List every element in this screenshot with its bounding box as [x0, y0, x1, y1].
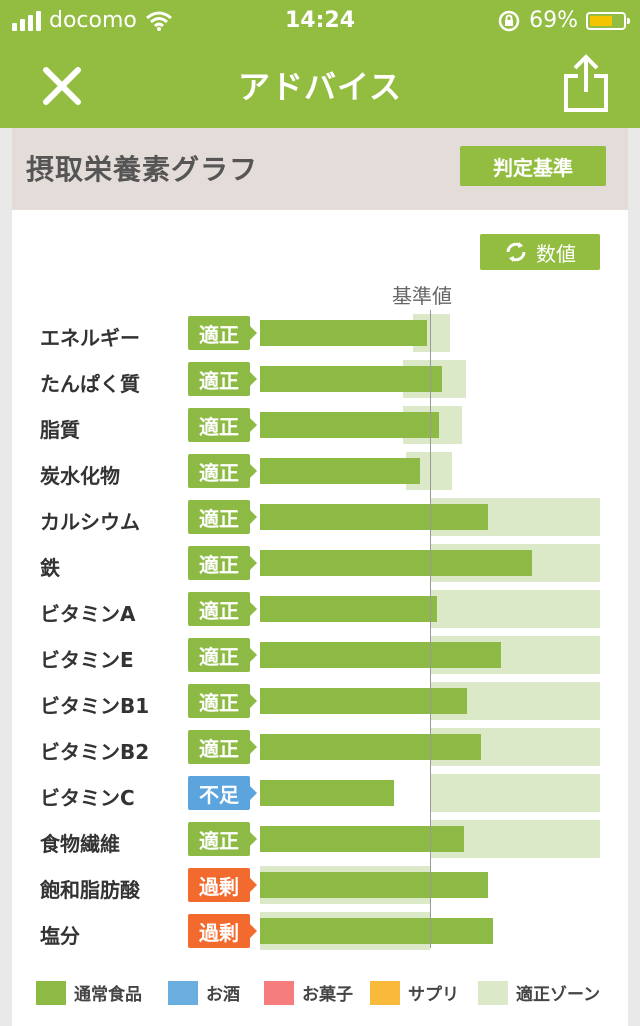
nutrient-label: 塩分: [40, 924, 80, 948]
status-badge: 適正: [188, 454, 257, 488]
optimal-zone: [430, 774, 600, 812]
nutrient-label: ビタミンE: [40, 648, 134, 672]
nutrient-label: ビタミンB2: [40, 740, 150, 764]
nav-bar: アドバイス: [0, 40, 640, 128]
carrier-name: docomo: [49, 8, 137, 33]
nutrient-label: 食物繊維: [40, 832, 120, 856]
nutrient-row: 飽和脂肪酸 過剰: [0, 866, 640, 912]
card-title: 摂取栄養素グラフ: [26, 153, 259, 186]
legend-item: 適正ゾーン: [478, 980, 600, 1005]
nutrient-row: ビタミンC 不足: [0, 774, 640, 820]
intake-bar: [260, 458, 420, 484]
legend-item: お酒: [168, 980, 240, 1005]
status-badge: 適正: [188, 822, 257, 856]
share-icon[interactable]: [560, 54, 612, 114]
status-badge: 過剰: [188, 914, 257, 948]
nutrient-row: 塩分 過剰: [0, 912, 640, 958]
refresh-icon: [506, 242, 526, 262]
intake-bar: [260, 734, 481, 760]
legend-item: 通常食品: [36, 980, 142, 1005]
legend-label: サプリ: [408, 985, 459, 1005]
legend-label: 通常食品: [74, 985, 142, 1005]
intake-bar: [260, 504, 488, 530]
nutrient-label: ビタミンB1: [40, 694, 150, 718]
close-icon[interactable]: [40, 64, 84, 108]
nutrient-row: ビタミンB1 適正: [0, 682, 640, 728]
legend-swatch: [370, 980, 400, 1005]
nutrient-row: 炭水化物 適正: [0, 452, 640, 498]
nutrient-label: カルシウム: [40, 510, 140, 534]
status-badge: 適正: [188, 408, 257, 442]
nutrient-label: 飽和脂肪酸: [40, 878, 140, 902]
status-badge: 適正: [188, 592, 257, 626]
intake-bar: [260, 872, 488, 898]
nutrient-row: ビタミンB2 適正: [0, 728, 640, 774]
values-button[interactable]: 数値: [480, 234, 600, 270]
nutrient-row: 食物繊維 適正: [0, 820, 640, 866]
intake-bar: [260, 918, 493, 944]
intake-bar: [260, 826, 464, 852]
status-badge: 適正: [188, 316, 257, 350]
nutrient-label: 脂質: [40, 418, 80, 442]
status-badge: 適正: [188, 638, 257, 672]
status-badge: 不足: [188, 776, 257, 810]
nutrient-label: たんぱく質: [40, 372, 140, 396]
legend-label: お菓子: [302, 985, 353, 1005]
legend-label: 適正ゾーン: [516, 985, 601, 1005]
legend-swatch: [36, 980, 66, 1005]
nutrient-row: ビタミンE 適正: [0, 636, 640, 682]
legend-item: お菓子: [264, 980, 353, 1005]
criteria-button[interactable]: 判定基準: [460, 146, 606, 186]
status-badge: 適正: [188, 546, 257, 580]
intake-bar: [260, 366, 442, 392]
nutrient-label: 鉄: [40, 556, 60, 580]
nutrient-row: 脂質 適正: [0, 406, 640, 452]
clock: 14:24: [284, 8, 356, 33]
nutrient-label: エネルギー: [40, 326, 140, 350]
nutrient-row: 鉄 適正: [0, 544, 640, 590]
status-right: 69%: [497, 8, 630, 33]
battery-icon: [586, 11, 630, 30]
intake-bar: [260, 596, 437, 622]
legend-label: お酒: [206, 985, 240, 1005]
nutrient-label: ビタミンC: [40, 786, 135, 810]
nutrient-row: たんぱく質 適正: [0, 360, 640, 406]
battery-percent: 69%: [529, 8, 578, 33]
status-bar: docomo 14:24 69%: [0, 0, 640, 40]
status-badge: 適正: [188, 684, 257, 718]
optimal-zone: [430, 590, 600, 628]
nutrient-row: カルシウム 適正: [0, 498, 640, 544]
chart-legend: 通常食品 お酒 お菓子 サプリ 適正ゾーン: [0, 980, 640, 1010]
values-button-label: 数値: [536, 241, 576, 266]
intake-bar: [260, 688, 468, 714]
reference-label: 基準値: [392, 284, 452, 308]
legend-swatch: [478, 980, 508, 1005]
nutrient-label: 炭水化物: [40, 464, 120, 488]
intake-bar: [260, 780, 395, 806]
wifi-icon: [145, 11, 172, 31]
intake-bar: [260, 550, 532, 576]
intake-bar: [260, 642, 502, 668]
intake-bar: [260, 320, 427, 346]
rotation-lock-icon: [498, 10, 520, 31]
carrier-area: docomo: [12, 8, 173, 33]
signal-icon: [12, 10, 41, 31]
legend-swatch: [264, 980, 294, 1005]
nutrient-label: ビタミンA: [40, 602, 136, 626]
nutrient-row: エネルギー 適正: [0, 314, 640, 360]
status-badge: 適正: [188, 730, 257, 764]
status-badge: 過剰: [188, 868, 257, 902]
status-badge: 適正: [188, 362, 257, 396]
legend-swatch: [168, 980, 198, 1005]
nutrient-row: ビタミンA 適正: [0, 590, 640, 636]
card-header: 摂取栄養素グラフ 判定基準: [12, 128, 628, 210]
intake-bar: [260, 412, 439, 438]
status-badge: 適正: [188, 500, 257, 534]
page-title: アドバイス: [237, 68, 403, 106]
legend-item: サプリ: [370, 980, 459, 1005]
